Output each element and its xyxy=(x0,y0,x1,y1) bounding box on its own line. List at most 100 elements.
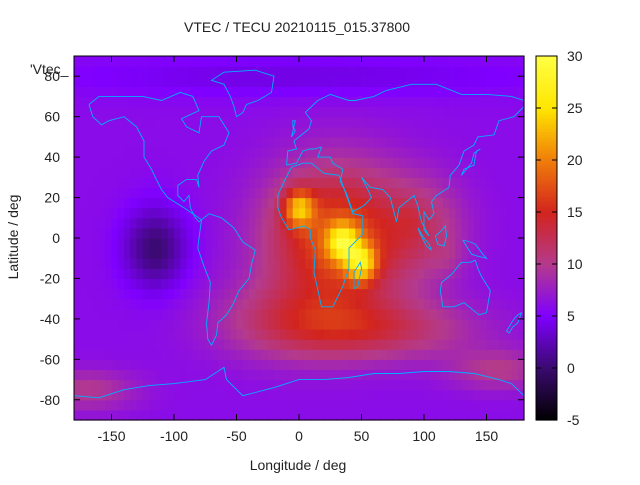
heatmap-cell xyxy=(155,86,163,98)
heatmap-cell xyxy=(130,207,138,219)
heatmap-cell xyxy=(217,157,225,168)
heatmap-cell xyxy=(192,66,200,77)
colorbar-segment xyxy=(536,331,557,335)
heatmap-cell xyxy=(267,288,275,300)
heatmap-cell xyxy=(505,76,513,87)
colorbar-segment xyxy=(536,336,557,340)
heatmap-cell xyxy=(242,258,250,269)
heatmap-cell xyxy=(324,258,331,269)
heatmap-cell xyxy=(186,298,194,310)
heatmap-cell xyxy=(417,136,425,148)
colorbar-segment xyxy=(536,110,557,114)
heatmap-cell xyxy=(142,217,150,229)
colorbar-segment xyxy=(536,373,557,377)
heatmap-cell xyxy=(124,409,131,421)
heatmap-cell xyxy=(505,136,513,148)
heatmap-cell xyxy=(267,197,275,209)
heatmap-cell xyxy=(292,379,300,391)
heatmap-cell xyxy=(305,106,313,118)
heatmap-cell xyxy=(205,136,213,148)
heatmap-cell xyxy=(236,106,244,118)
heatmap-cell xyxy=(505,167,513,178)
heatmap-cell xyxy=(386,106,394,118)
heatmap-cell xyxy=(292,197,300,209)
heatmap-cell xyxy=(174,258,181,269)
heatmap-cell xyxy=(511,318,519,330)
heatmap-cell xyxy=(461,157,469,168)
heatmap-cell xyxy=(342,136,350,148)
heatmap-cell xyxy=(305,167,313,178)
heatmap-cell xyxy=(324,349,331,360)
heatmap-cell xyxy=(355,86,363,98)
heatmap-cell xyxy=(142,409,150,421)
heatmap-cell xyxy=(292,258,300,269)
heatmap-cell xyxy=(161,329,169,340)
heatmap-cell xyxy=(342,278,350,290)
heatmap-cell xyxy=(455,349,463,360)
heatmap-cell xyxy=(361,126,369,138)
heatmap-cell xyxy=(255,258,263,269)
heatmap-cell xyxy=(411,76,419,87)
coastline-segment xyxy=(434,224,447,247)
heatmap-cell xyxy=(86,167,94,178)
heatmap-cell xyxy=(480,409,488,421)
heatmap-cell xyxy=(161,339,169,350)
heatmap-cell xyxy=(417,177,425,189)
heatmap-cell xyxy=(499,197,506,209)
heatmap-cell xyxy=(417,349,425,360)
y-tick-label: -40 xyxy=(40,311,60,327)
heatmap-cell xyxy=(342,329,350,340)
heatmap-cell xyxy=(217,106,225,118)
heatmap-cell xyxy=(217,258,225,269)
heatmap-cell xyxy=(424,66,431,77)
heatmap-cell xyxy=(499,147,506,158)
heatmap-cell xyxy=(317,318,325,330)
colorbar-segment xyxy=(536,352,557,356)
heatmap-cell xyxy=(286,96,294,108)
heatmap-cell xyxy=(161,288,169,300)
heatmap-cell xyxy=(367,227,375,239)
heatmap-cell xyxy=(211,116,219,128)
heatmap-cell xyxy=(274,66,281,77)
heatmap-cell xyxy=(324,177,331,189)
heatmap-cell xyxy=(380,369,388,381)
heatmap-cell xyxy=(511,248,519,259)
heatmap-cell xyxy=(142,238,150,249)
heatmap-cell xyxy=(130,217,138,229)
heatmap-cell xyxy=(261,187,269,199)
heatmap-cell xyxy=(292,207,300,219)
heatmap-cell xyxy=(330,177,338,189)
heatmap-cell xyxy=(349,278,356,290)
heatmap-cell xyxy=(324,157,331,168)
heatmap-cell xyxy=(217,409,225,421)
heatmap-cell xyxy=(342,56,350,67)
heatmap-cell xyxy=(261,177,269,189)
heatmap-cell xyxy=(105,187,113,199)
colorbar-segment xyxy=(536,274,557,278)
heatmap-cell xyxy=(205,126,213,138)
heatmap-cell xyxy=(511,157,519,168)
heatmap-cell xyxy=(255,126,263,138)
heatmap-cell xyxy=(217,147,225,158)
heatmap-cell xyxy=(467,369,475,381)
heatmap-cell xyxy=(174,56,181,67)
heatmap-cell xyxy=(292,66,300,77)
heatmap-cell xyxy=(211,409,219,421)
heatmap-cell xyxy=(142,207,150,219)
colorbar-segment xyxy=(536,271,557,275)
heatmap-cell xyxy=(461,339,469,350)
heatmap-cell xyxy=(286,238,294,249)
heatmap-cell xyxy=(211,96,219,108)
heatmap-cell xyxy=(511,106,519,118)
heatmap-cell xyxy=(349,217,356,229)
heatmap-cell xyxy=(255,147,263,158)
heatmap-cell xyxy=(186,227,194,239)
heatmap-cell xyxy=(361,258,369,269)
heatmap-cell xyxy=(86,187,94,199)
heatmap-cell xyxy=(230,369,238,381)
heatmap-cell xyxy=(230,96,238,108)
heatmap-cell xyxy=(480,177,488,189)
heatmap-cell xyxy=(267,116,275,128)
heatmap-cell xyxy=(342,318,350,330)
